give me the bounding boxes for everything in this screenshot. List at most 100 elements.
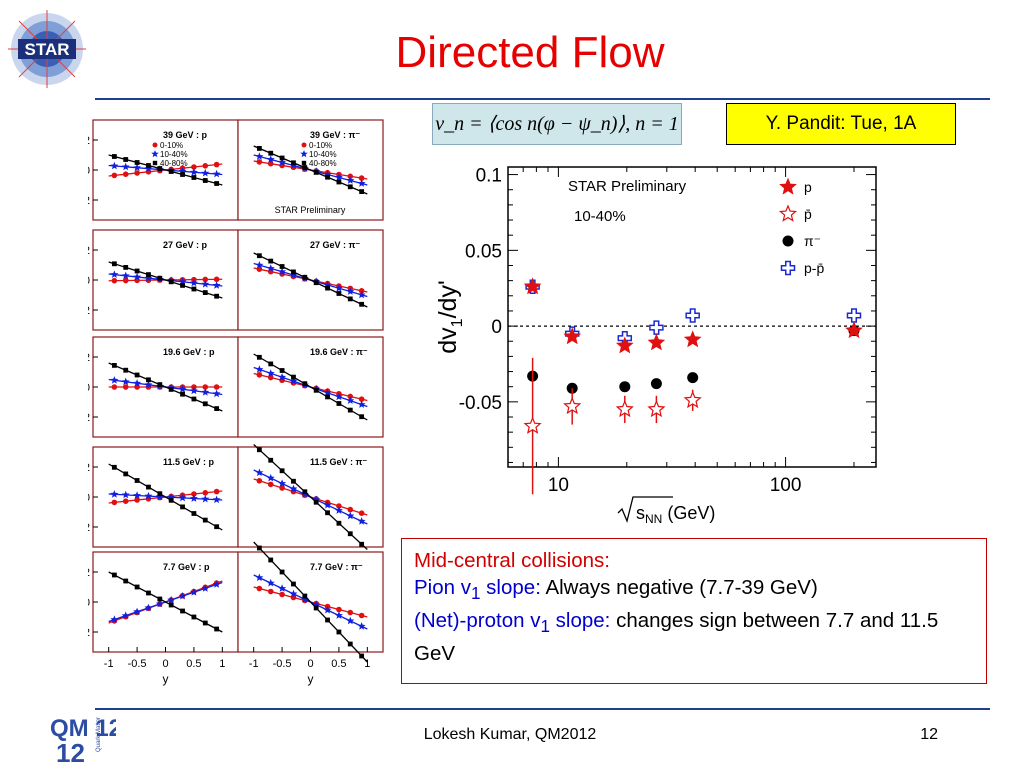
panel-ytick-label: 0: [88, 165, 90, 177]
slope-vs-energy-chart: 10 100 0.1 0.05 0 -0.05 dv1/dy' sNN (GeV) STAR P…: [420, 155, 890, 526]
data-point-mid: [212, 169, 221, 178]
data-point-peripheral: [202, 178, 208, 183]
panel-xtick-label: -0.5: [273, 658, 292, 670]
formula-box: v_n = ⟨cos n(φ − ψ_n)⟩, n = 1: [432, 103, 682, 145]
data-point-mid: [133, 272, 142, 281]
panel-xlabel: y: [308, 672, 314, 686]
star-logo-text: STAR: [24, 40, 69, 59]
bottom-divider: [95, 708, 990, 710]
data-point-mid: [357, 179, 366, 187]
series-0: [523, 277, 863, 354]
data-point-peripheral: [347, 531, 353, 537]
data-point: [523, 416, 542, 434]
footer-author: Lokesh Kumar, QM2012: [423, 726, 597, 743]
panel-title: 7.7 GeV : π⁻: [310, 562, 363, 572]
data-point-peripheral: [111, 154, 117, 159]
presenter-tag: Y. Pandit: Tue, 1A: [726, 103, 956, 145]
panel-ytick-label: 0.02: [88, 462, 90, 474]
data-point-central: [267, 481, 274, 488]
data-point-peripheral: [157, 382, 163, 387]
data-point-peripheral: [325, 617, 330, 623]
data-point-peripheral: [168, 497, 174, 503]
data-point-central: [347, 506, 354, 513]
y-tick-label: 0.1: [476, 166, 502, 187]
legend-marker: [151, 150, 159, 158]
data-point-peripheral: [279, 155, 285, 161]
data-point-central: [256, 372, 263, 378]
data-point-central: [122, 498, 129, 505]
data-point-central: [358, 612, 365, 619]
data-point-mid: [121, 271, 130, 280]
legend-marker: [778, 204, 798, 222]
data-point-central: [256, 585, 263, 592]
legend-label: 0-10%: [160, 141, 183, 150]
data-point-peripheral: [279, 264, 285, 269]
data-point-mid: [189, 278, 198, 287]
data-point-peripheral: [302, 165, 308, 170]
panel-ytick-label: 0: [88, 275, 90, 287]
data-point-central: [336, 503, 342, 509]
data-point: [523, 277, 542, 295]
data-point-mid: [323, 605, 332, 614]
data-point-mid: [133, 379, 142, 387]
data-point-peripheral: [325, 510, 330, 516]
data-point-mid: [178, 385, 187, 393]
data-point-mid: [189, 386, 198, 395]
star-logo: STAR: [4, 6, 90, 92]
data-point-mid: [110, 615, 119, 623]
data-point-mid: [178, 591, 187, 600]
data-point-central: [202, 163, 209, 169]
data-point-peripheral: [256, 253, 262, 259]
sqrt-sign: [617, 496, 673, 524]
data-point-central: [202, 276, 209, 283]
summary-heading: Mid-central collisions:: [414, 549, 610, 572]
data-point-mid: [189, 494, 198, 502]
panel-ytick-label: -0.02: [88, 195, 90, 207]
annotation-preliminary: STAR Preliminary: [568, 178, 687, 195]
page-number: 12: [920, 726, 938, 743]
data-point-peripheral: [180, 283, 185, 288]
data-point-peripheral: [146, 377, 151, 383]
data-point-central: [256, 159, 263, 165]
data-point-peripheral: [336, 520, 342, 526]
data-point-central: [358, 175, 365, 181]
data-point-peripheral: [134, 478, 140, 483]
data-point-peripheral: [134, 160, 140, 165]
data-point-peripheral: [302, 381, 308, 387]
data-point-peripheral: [279, 468, 285, 474]
data-point-mid: [357, 517, 366, 525]
data-point-peripheral: [313, 170, 319, 175]
data-point-mid: [266, 264, 275, 272]
data-point-mid: [201, 388, 210, 396]
data-point-peripheral: [256, 545, 262, 551]
x-axis-label: sNN (GeV): [636, 503, 715, 525]
data-point-central: [358, 396, 365, 402]
panel-xtick-label: 0: [162, 658, 168, 670]
data-point-mid: [266, 155, 275, 163]
data-point-peripheral: [268, 361, 274, 367]
data-point-peripheral: [256, 146, 262, 151]
legend-label: 0-10%: [309, 141, 332, 150]
data-point-peripheral: [347, 641, 353, 647]
data-point-peripheral: [302, 274, 308, 280]
panel-ytick-label: 0: [88, 382, 90, 394]
panel-ytick-label: 0.02: [88, 627, 90, 639]
data-point-peripheral: [325, 394, 330, 400]
data-point-peripheral: [202, 290, 208, 295]
data-point: [647, 399, 666, 418]
panel-xtick-label: 0.5: [331, 658, 346, 670]
data-point-peripheral: [336, 291, 342, 296]
data-point-central: [213, 488, 220, 495]
data-point-mid: [278, 158, 287, 166]
v1-vs-rapidity-figure: v139 GeV : p0-10%10-40%40-80%0.020-0.02v…: [56, 115, 388, 695]
panel-ytick-label: 0: [88, 492, 90, 504]
data-point-peripheral: [123, 471, 129, 477]
data-point-peripheral: [291, 478, 296, 484]
panel-proton: 27 GeV : p: [92, 229, 239, 331]
data-point-mid: [144, 380, 153, 389]
data-point-mid: [346, 616, 355, 625]
qm-logo-text: QM 12: [50, 715, 116, 742]
x-axis-label-main: s: [636, 503, 645, 523]
data-point-peripheral: [180, 391, 185, 397]
data-point-mid: [334, 392, 343, 401]
